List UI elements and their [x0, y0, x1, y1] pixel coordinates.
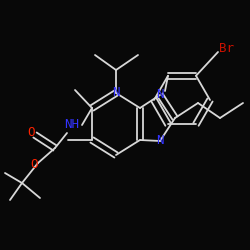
Text: O: O: [27, 126, 35, 140]
Text: N: N: [156, 134, 164, 147]
Text: O: O: [30, 158, 38, 172]
Text: Br: Br: [218, 42, 234, 54]
Text: NH: NH: [64, 118, 80, 132]
Text: N: N: [112, 86, 120, 100]
Text: N: N: [156, 88, 164, 102]
